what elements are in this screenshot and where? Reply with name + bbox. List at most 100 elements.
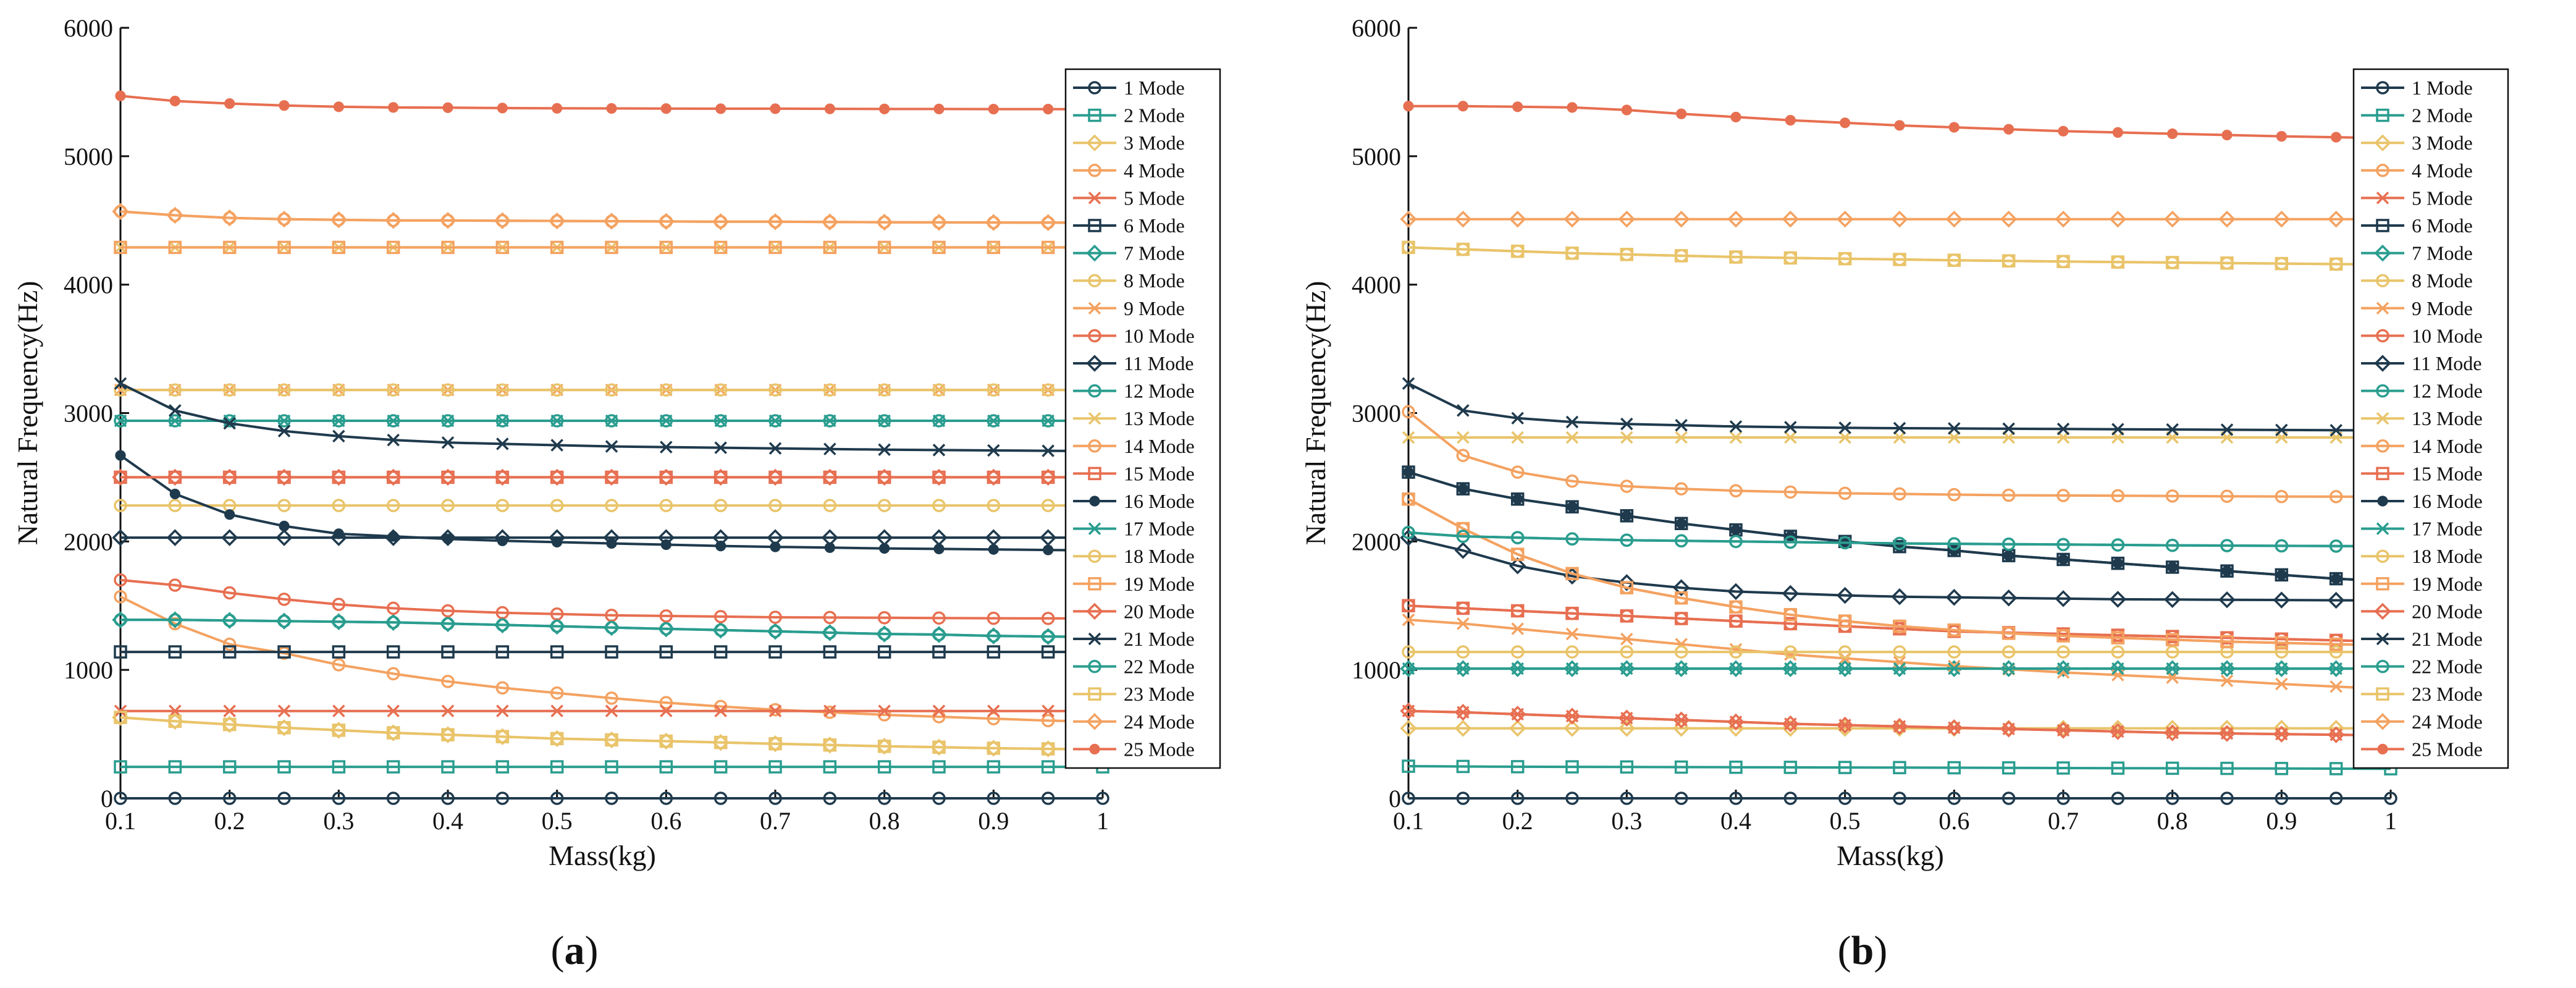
- data-point: [2001, 627, 2016, 640]
- legend-label: 1 Mode: [2412, 77, 2473, 99]
- legend-marker: [1086, 134, 1103, 151]
- data-point: [1096, 792, 1109, 805]
- data-point: [1510, 547, 1525, 561]
- data-point: [386, 615, 400, 630]
- data-point: [823, 240, 837, 255]
- data-point: [877, 499, 891, 512]
- x-tick-label: 0.4: [432, 807, 463, 835]
- y-tick-label: 5000: [1352, 143, 1401, 171]
- data-point: [1675, 431, 1688, 444]
- legend-marker: [1088, 522, 1101, 535]
- legend-label: 10 Mode: [2412, 324, 2483, 347]
- data-point: [441, 499, 455, 512]
- data-point: [279, 520, 290, 531]
- data-point: [659, 734, 673, 748]
- data-point: [168, 499, 182, 512]
- data-point: [1836, 586, 1854, 604]
- data-point: [1039, 214, 1057, 232]
- data-point: [987, 383, 1001, 397]
- data-point: [1727, 713, 1745, 731]
- data-point: [1838, 662, 1851, 675]
- data-point: [2220, 423, 2234, 436]
- data-point: [1042, 444, 1054, 457]
- data-point: [1729, 250, 1743, 264]
- data-point: [550, 704, 563, 717]
- data-point: [768, 499, 782, 512]
- data-point: [1620, 248, 1634, 261]
- data-point: [2329, 257, 2343, 271]
- data-point: [1893, 431, 1906, 444]
- legend-label: 3 Mode: [1124, 132, 1185, 154]
- data-point: [2058, 125, 2069, 137]
- data-point: [1510, 792, 1525, 805]
- series-18: [114, 383, 1109, 397]
- series-line: [120, 619, 1103, 639]
- data-point: [768, 760, 782, 774]
- legend-marker: [1088, 384, 1101, 398]
- legend-marker: [1088, 81, 1101, 95]
- legend-marker: [1088, 274, 1101, 287]
- data-point: [987, 645, 1001, 659]
- data-point: [2273, 210, 2291, 228]
- legend-marker: [1086, 244, 1103, 262]
- data-point: [168, 613, 182, 627]
- data-point: [2275, 539, 2289, 553]
- data-point: [1511, 412, 1524, 425]
- x-tick-label: 0.5: [1830, 807, 1861, 835]
- legend-marker: [1088, 467, 1101, 481]
- legend-marker: [1088, 577, 1101, 591]
- data-point: [1838, 251, 1852, 266]
- data-point: [1620, 533, 1634, 547]
- legend-marker: [1089, 743, 1100, 755]
- legend-marker: [1088, 192, 1101, 205]
- series-14: [114, 205, 1109, 230]
- data-point: [1730, 525, 1741, 536]
- data-point: [388, 531, 399, 542]
- legend-marker: [1088, 219, 1101, 232]
- legend-marker: [2376, 164, 2389, 177]
- data-point: [2166, 671, 2179, 684]
- series-22: [114, 613, 1109, 644]
- data-point: [2109, 591, 2127, 608]
- data-point: [330, 468, 348, 486]
- data-point: [770, 541, 781, 552]
- data-point: [1400, 660, 1417, 677]
- data-point: [332, 704, 345, 717]
- data-point: [115, 90, 126, 101]
- data-point: [2327, 591, 2345, 609]
- data-point: [2329, 637, 2343, 651]
- data-point: [1509, 210, 1526, 228]
- data-point: [2220, 674, 2234, 688]
- y-tick-label: 4000: [64, 271, 113, 299]
- legend-label: 8 Mode: [2412, 269, 2473, 292]
- caption-paren: (: [1838, 928, 1851, 973]
- data-point: [2000, 210, 2018, 228]
- series-2: [1402, 759, 2397, 775]
- data-point: [222, 717, 237, 732]
- legend-item: 24 Mode: [1073, 711, 1195, 733]
- data-point: [386, 645, 400, 659]
- data-point: [1727, 210, 1745, 228]
- data-point: [823, 383, 837, 397]
- data-point: [2273, 725, 2291, 743]
- data-point: [1511, 622, 1524, 635]
- data-point: [1567, 102, 1578, 113]
- data-point: [823, 626, 837, 640]
- data-point: [660, 441, 673, 454]
- data-point: [1620, 760, 1634, 774]
- data-point: [1457, 617, 1470, 630]
- data-point: [223, 704, 236, 717]
- legend-marker: [1088, 687, 1101, 701]
- legend-label: 13 Mode: [1124, 407, 1195, 429]
- data-point: [2329, 792, 2343, 805]
- panel-caption: (b): [1838, 928, 1888, 973]
- data-point: [877, 760, 891, 774]
- data-point: [550, 686, 564, 700]
- series-line: [1408, 497, 2391, 647]
- data-point: [2112, 127, 2123, 138]
- data-point: [495, 240, 510, 255]
- legend-item: 19 Mode: [1073, 573, 1195, 595]
- chart-panel-a: 0 1000 2000 3000 4000 5000 6000 0.1 0.2 0.3 0.4 0.5…: [12, 14, 1221, 973]
- data-point: [768, 442, 782, 455]
- data-point: [2221, 129, 2233, 141]
